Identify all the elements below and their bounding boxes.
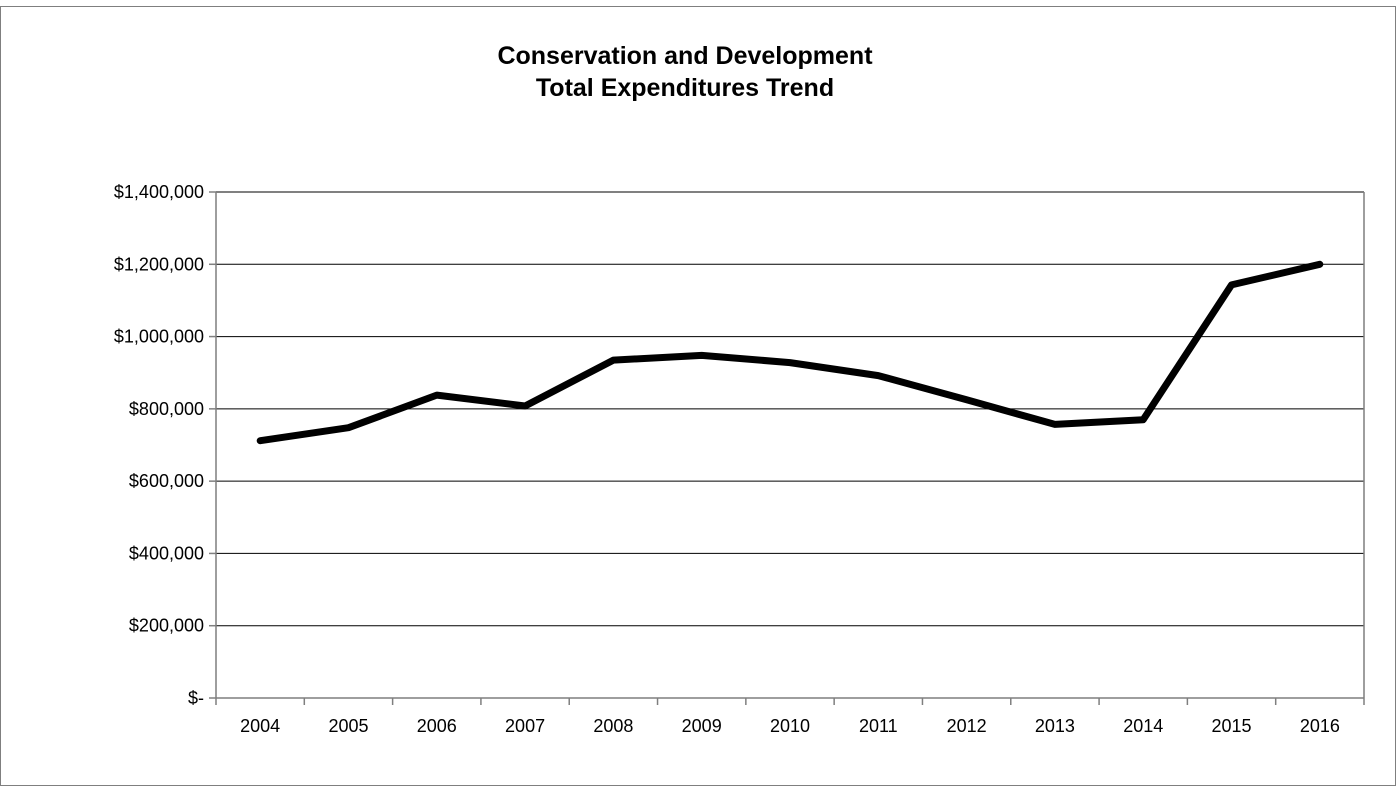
x-tick-label: 2011 [859,716,898,736]
x-tick-label: 2015 [1212,716,1252,736]
data-point [878,375,879,376]
data-point [790,362,791,363]
x-tick-label: 2006 [417,716,457,736]
data-point [436,395,437,396]
x-tick-label: 2010 [770,716,810,736]
data-point [613,360,614,361]
data-point [1231,284,1232,285]
y-tick-label: $400,000 [129,543,204,563]
data-point [1143,419,1144,420]
chart-title-line-1: Conservation and Development [497,42,873,70]
y-tick-label: $1,000,000 [114,327,204,347]
data-point [348,427,349,428]
x-tick-label: 2016 [1300,716,1340,736]
data-point [1319,264,1320,265]
y-tick-label: $1,400,000 [114,182,204,202]
x-tick-label: 2009 [682,716,722,736]
y-tick-label: $1,200,000 [114,254,204,274]
y-axis: $- $200,000 $400,000 $600,000 $800,000 $1,000… [114,182,217,708]
x-tick-label: 2004 [240,716,280,736]
x-tick-label: 2013 [1035,716,1075,736]
grid-lines [216,191,1365,698]
chart-frame [0,6,1396,786]
x-tick-label: 2008 [593,716,633,736]
x-axis: 2004 2005 2006 2007 2008 2009 2010 2011 2012 2013… [215,697,1365,736]
y-tick-label: $600,000 [129,471,204,491]
x-tick-label: 2007 [505,716,545,736]
y-tick-label: $- [188,688,204,708]
data-point [260,440,261,441]
y-tick-label: $800,000 [129,399,204,419]
series-layer [256,260,1324,445]
x-tick-label: 2012 [947,716,987,736]
x-tick-label: 2014 [1123,716,1163,736]
y-tick-label: $200,000 [129,616,204,636]
x-tick-label: 2005 [328,716,368,736]
data-point [525,405,526,406]
data-point [701,355,702,356]
chart-title: Conservation and Development Total Expen… [0,40,1370,104]
chart-title-line-2: Total Expenditures Trend [535,74,835,102]
series-line [256,260,1324,445]
data-point [966,399,967,400]
data-point [1054,424,1055,425]
